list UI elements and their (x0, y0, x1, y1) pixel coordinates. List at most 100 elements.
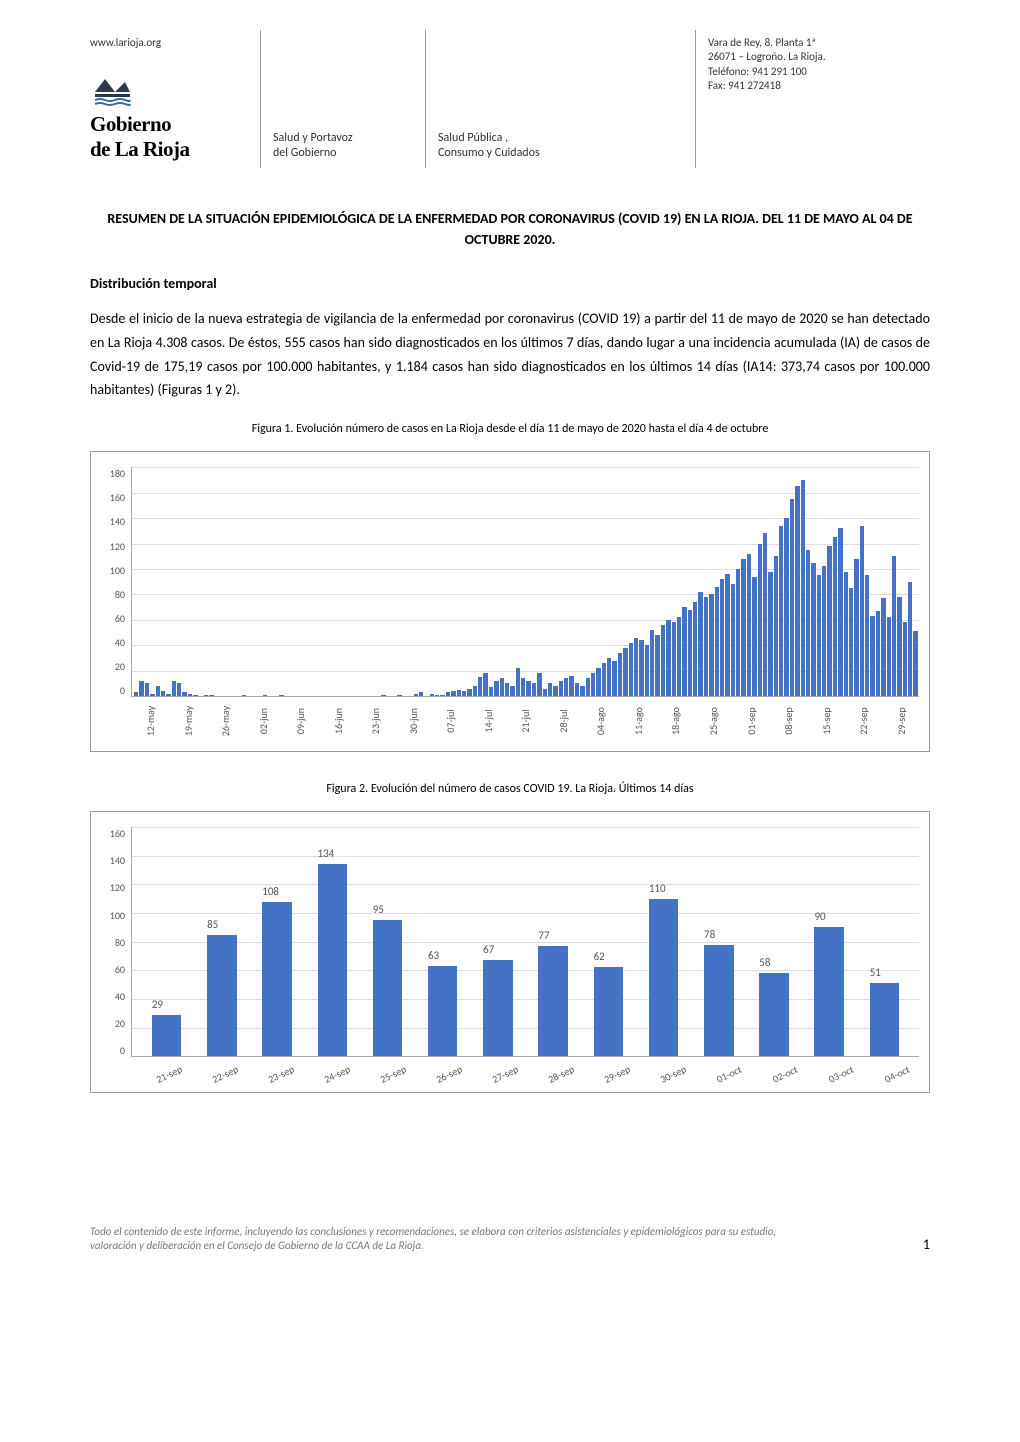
bar-value-label: 51 (870, 966, 881, 979)
bar (435, 695, 439, 696)
bar (887, 617, 891, 696)
bar (150, 694, 154, 697)
bar (134, 692, 138, 696)
x-tick: 16-jun (317, 702, 357, 740)
x-tick: 22-sep (843, 702, 883, 740)
bar (457, 690, 461, 696)
bar: 58 (759, 973, 789, 1056)
x-tick: 19-may (167, 702, 207, 740)
bar (440, 695, 444, 696)
bar (166, 694, 170, 697)
x-tick: 09-jun (280, 702, 320, 740)
bar-group: 77 (529, 827, 578, 1056)
bar (483, 673, 487, 696)
bar (849, 588, 853, 696)
figure1-bars (132, 467, 919, 696)
dept2-line1: Salud Pública , (438, 131, 683, 147)
y-tick: 140 (101, 854, 125, 867)
bar-value-label: 58 (759, 956, 770, 969)
bar: 134 (318, 864, 348, 1056)
bar (505, 683, 509, 696)
header-address: Vara de Rey, 8. Planta 1ª 26071 – Logroñ… (695, 30, 930, 168)
bar: 62 (594, 967, 624, 1056)
bar (580, 686, 584, 696)
x-tick: 12-may (130, 702, 170, 740)
bar (725, 574, 729, 696)
bar (279, 695, 283, 696)
bar (188, 694, 192, 697)
bar (865, 575, 869, 696)
bar-value-label: 78 (704, 928, 715, 941)
dept1-line1: Salud y Portavoz (273, 131, 413, 147)
y-tick: 80 (101, 588, 125, 601)
bar (790, 499, 794, 696)
bar (139, 681, 143, 696)
addr-line4: Fax: 941 272418 (708, 79, 918, 93)
x-tick: 02-jun (242, 702, 282, 740)
bar-group: 67 (473, 827, 522, 1056)
bar-group: 63 (418, 827, 467, 1056)
bar (430, 694, 434, 697)
bar: 77 (538, 946, 568, 1056)
bar (666, 620, 670, 696)
bar (543, 689, 547, 697)
bar (500, 678, 504, 696)
bar (763, 533, 767, 696)
bar-group: 95 (363, 827, 412, 1056)
bar-group: 134 (308, 827, 357, 1056)
bar-group: 85 (197, 827, 246, 1056)
bar (623, 648, 627, 696)
y-tick: 100 (101, 909, 125, 922)
bar (629, 643, 633, 696)
bar (677, 617, 681, 696)
addr-line1: Vara de Rey, 8. Planta 1ª (708, 36, 918, 50)
bar (844, 572, 848, 697)
bar (892, 556, 896, 696)
bar-group: 90 (805, 827, 854, 1056)
gov-line2: de La Rioja (90, 137, 248, 162)
bar: 108 (262, 902, 292, 1057)
bar (537, 673, 541, 696)
bar-value-label: 134 (318, 847, 335, 860)
y-tick: 140 (101, 515, 125, 528)
x-tick: 29-sep (880, 702, 920, 740)
bar (569, 676, 573, 696)
bar: 63 (428, 966, 458, 1056)
body-paragraph: Desde el inicio de la nueva estrategia d… (90, 307, 930, 402)
bar (731, 584, 735, 696)
y-tick: 0 (101, 684, 125, 697)
y-tick: 160 (101, 827, 125, 840)
bar (161, 691, 165, 696)
bar (478, 677, 482, 696)
bar-value-label: 62 (594, 950, 605, 963)
y-tick: 60 (101, 963, 125, 976)
bar-value-label: 95 (373, 903, 384, 916)
figure1-chart: 020406080100120140160180 12-may19-may26-… (90, 451, 930, 752)
bar-group: 58 (749, 827, 798, 1056)
bar (618, 653, 622, 696)
y-tick: 160 (101, 491, 125, 504)
figure2-x-axis: 21-sep22-sep23-sep24-sep25-sep26-sep27-s… (101, 1061, 919, 1082)
bar: 67 (483, 960, 513, 1056)
bar (854, 559, 858, 696)
bar (510, 686, 514, 696)
bar (177, 683, 181, 696)
y-tick: 20 (101, 1017, 125, 1030)
bar (182, 692, 186, 696)
bar: 95 (373, 920, 403, 1056)
bar-value-label: 63 (428, 949, 439, 962)
bar (720, 579, 724, 696)
header-dept2: Salud Pública , Consumo y Cuidados (425, 30, 695, 168)
bar (602, 663, 606, 696)
figure2-plot-area: 020406080100120140160 298510813495636777… (101, 827, 919, 1057)
bar (661, 625, 665, 696)
bar: 110 (649, 899, 679, 1056)
x-tick: 15-sep (805, 702, 845, 740)
bar: 78 (704, 945, 734, 1057)
y-tick: 80 (101, 936, 125, 949)
bar (736, 569, 740, 696)
bar (548, 683, 552, 696)
bar-value-label: 77 (538, 929, 549, 942)
x-tick: 28-jul (543, 702, 583, 740)
bar (494, 681, 498, 696)
